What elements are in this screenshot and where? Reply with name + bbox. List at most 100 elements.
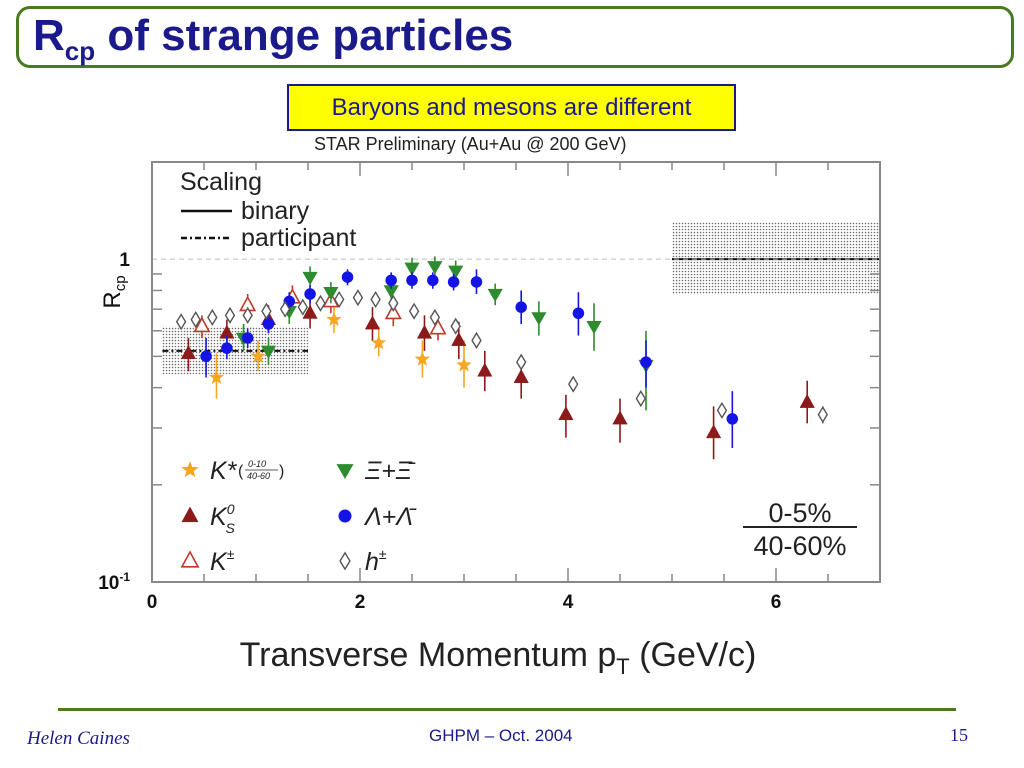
data-point [370, 290, 381, 309]
data-point [388, 294, 399, 312]
data-point [190, 311, 201, 329]
data-point [175, 313, 187, 331]
data-point [450, 317, 461, 335]
data-point [416, 324, 433, 339]
data-point [817, 406, 829, 424]
data-point [447, 276, 460, 288]
data-point [427, 274, 439, 287]
data-point [515, 353, 527, 371]
title-main: R [33, 11, 65, 60]
data-point [448, 265, 464, 279]
legend-superscript: 0 [227, 501, 235, 517]
data-point [315, 294, 326, 312]
y-tick-label: 1 [119, 250, 130, 271]
series-4 [200, 269, 739, 449]
data-point [640, 356, 652, 368]
centrality-numerator: 0-5% [768, 498, 831, 528]
chart-title: STAR Preliminary (Au+Au @ 200 GeV) [314, 134, 627, 154]
data-point [193, 316, 211, 333]
data-point [716, 401, 728, 419]
data-point [341, 271, 354, 283]
footer-author: Helen Caines [27, 728, 130, 749]
data-point [572, 307, 585, 320]
axis-layer: 0 2 4 6 1 10-1 Transverse Momentum pT (GeV/c) R… [98, 250, 781, 679]
data-point [262, 318, 275, 330]
y-tick-label: 10-1 [98, 570, 130, 594]
data-point [427, 261, 443, 275]
footer-conference: GHPM – Oct. 2004 [429, 726, 573, 745]
data-point [371, 335, 387, 350]
legend-label: K± [210, 546, 235, 576]
legend-label: Λ+Λ̄ [363, 503, 417, 531]
legend-marker [181, 506, 199, 523]
legend-marker [181, 461, 199, 478]
data-point [304, 288, 316, 300]
data-point [323, 287, 339, 301]
x-axis-label-subscript: T [616, 654, 629, 679]
series-1 [180, 297, 815, 460]
data-point [302, 271, 318, 286]
data-point [470, 276, 483, 288]
data-point [385, 274, 397, 287]
data-point [384, 303, 402, 320]
data-point [414, 351, 430, 366]
x-tick-label: 6 [771, 592, 782, 613]
title-rest: of strange particles [95, 11, 514, 60]
plot-frame [151, 161, 881, 583]
data-point [261, 302, 272, 320]
data-point [200, 350, 212, 363]
series-0 [208, 305, 472, 399]
data-point [705, 424, 722, 439]
scaling-legend-header: Scaling [180, 168, 262, 196]
series-5 [175, 289, 829, 424]
binary-legend-label: binary [241, 197, 310, 225]
legend-subscript: S [225, 520, 235, 536]
data-point [513, 368, 529, 383]
x-tick-label: 4 [563, 592, 574, 613]
data-point [471, 331, 482, 350]
legend-label: K0 S [210, 501, 235, 536]
data-point [456, 357, 472, 372]
participant-legend-label: participant [241, 224, 356, 252]
data-point [260, 345, 277, 359]
data-point [383, 285, 399, 299]
points-layer [175, 256, 829, 460]
footer-divider [58, 708, 956, 711]
data-point [364, 315, 381, 330]
data-point [451, 331, 467, 346]
data-point [612, 410, 628, 425]
slide-title: Rcp of strange particles [33, 11, 513, 67]
data-point [429, 308, 441, 326]
data-point [333, 290, 345, 309]
x-axis-label: Transverse Momentum pT (GeV/c) [240, 636, 757, 679]
data-point [408, 302, 420, 320]
data-point [352, 289, 364, 307]
callout-box: Baryons and mesons are different [287, 84, 736, 131]
data-point [406, 274, 418, 287]
legend-marker [180, 550, 200, 568]
data-point [799, 393, 815, 408]
legend-label: h± [365, 546, 387, 576]
data-point [208, 369, 225, 384]
legend-ratio-paren: ) [279, 463, 284, 480]
data-point [487, 288, 503, 303]
title-subscript: cp [64, 35, 96, 66]
data-point [515, 301, 527, 313]
legend-ratio-num: 0-10 [248, 459, 266, 469]
data-point [221, 342, 233, 354]
x-axis-label-unit: (GeV/c) [630, 636, 757, 674]
data-point [635, 390, 647, 408]
page-number: 15 [950, 725, 968, 745]
x-tick-label: 2 [355, 592, 366, 613]
data-point [224, 306, 236, 324]
legend-label: Ξ+Ξ̄ [364, 457, 416, 485]
title-frame: Rcp of strange particles [16, 6, 1014, 68]
data-point [279, 300, 291, 318]
legend-ratio-den: 40-60 [247, 471, 270, 481]
data-point [326, 311, 342, 326]
legend-marker [336, 464, 354, 479]
y-axis-label-subscript: cp [112, 275, 129, 291]
data-point [297, 298, 309, 316]
